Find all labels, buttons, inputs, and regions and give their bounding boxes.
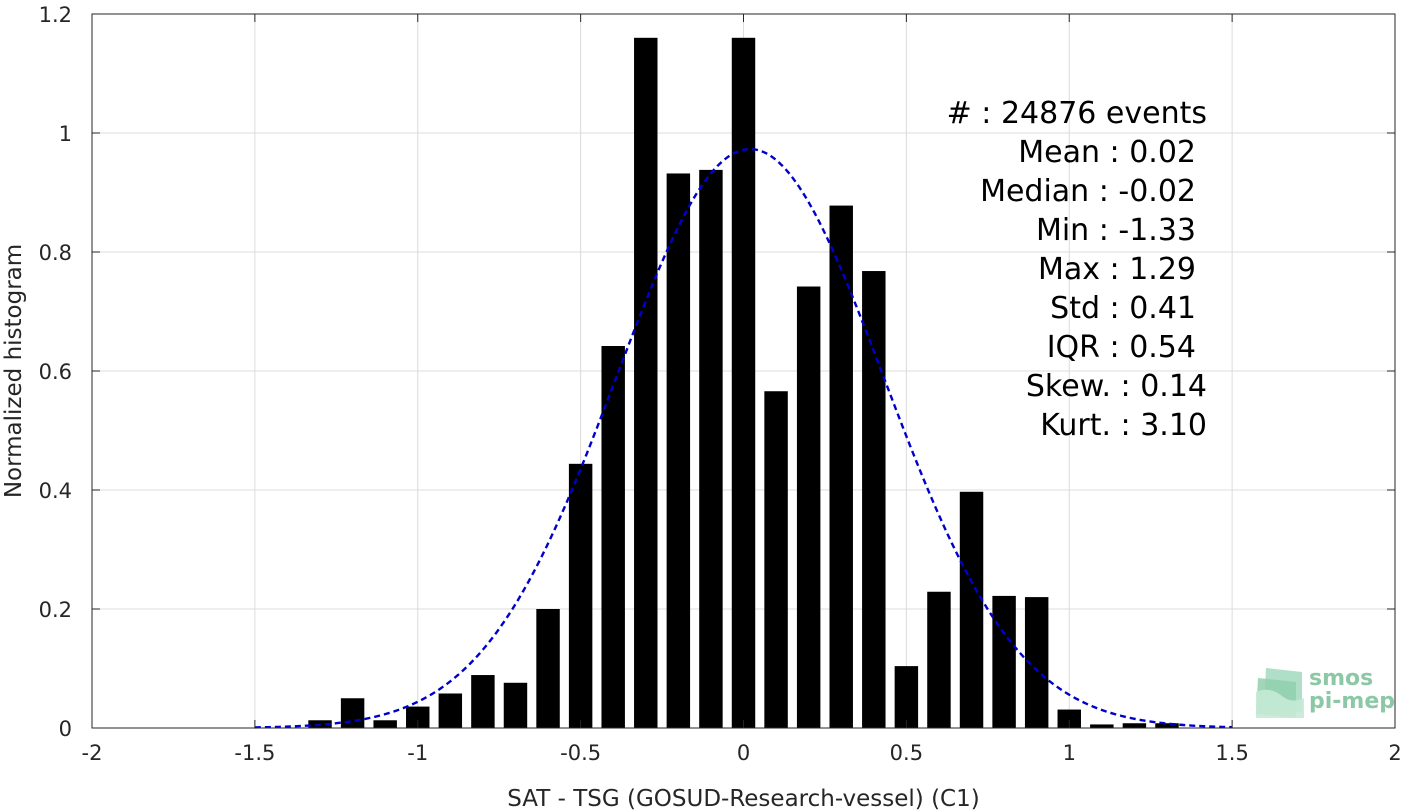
x-tick-label: 0.5	[890, 741, 923, 765]
x-axis-label: SAT - TSG (GOSUD-Research-vessel) (C1)	[507, 786, 979, 811]
stat-min: Min : -1.33	[1036, 213, 1196, 248]
x-tick-label: 0	[737, 741, 750, 765]
histogram-bar	[406, 706, 430, 728]
histogram-bar	[927, 591, 951, 728]
x-tick-label: 2	[1388, 741, 1401, 765]
stat-max: Max : 1.29	[1038, 252, 1196, 287]
x-tick-labels: -2 -1.5 -1 -0.5 0 0.5 1 1.5 2	[82, 741, 1402, 765]
histogram-bar	[1155, 723, 1179, 728]
histogram-bar	[601, 346, 625, 728]
histogram-bar	[1122, 723, 1147, 728]
x-tick-label: 1	[1063, 741, 1076, 765]
y-tick-label: 0.2	[39, 598, 72, 622]
histogram-bar	[1090, 724, 1114, 728]
y-tick-label: 0	[59, 717, 72, 741]
histogram-bars	[308, 37, 1179, 729]
histogram-bar	[438, 693, 463, 728]
logo-text-smos: smos	[1309, 666, 1373, 691]
histogram-bar	[959, 491, 984, 728]
y-tick-label: 1	[59, 122, 72, 146]
histogram-bar	[536, 609, 560, 728]
histogram-bar	[894, 666, 919, 728]
histogram-bar	[568, 463, 593, 728]
histogram-bar	[862, 271, 886, 728]
logo-text-pi-mep: pi-mep	[1309, 689, 1395, 714]
statistics-annotation: # : 24876 events Mean : 0.02 Median : -0…	[947, 96, 1207, 443]
histogram-bar	[503, 682, 528, 728]
logo-mark-icon	[1256, 668, 1304, 718]
y-tick-label: 0.8	[39, 241, 72, 265]
x-tick-label: 1.5	[1215, 741, 1248, 765]
x-tick-label: -1.5	[234, 741, 275, 765]
gaussian-fit-curve	[254, 147, 1233, 729]
smos-pi-mep-logo: smos pi-mep	[1256, 666, 1395, 718]
stat-events: # : 24876 events	[947, 96, 1207, 131]
stat-mean: Mean : 0.02	[1018, 135, 1196, 170]
histogram-bar	[471, 675, 495, 728]
histogram-bar	[992, 595, 1016, 728]
histogram-bar	[829, 205, 853, 729]
y-tick-label: 0.6	[39, 360, 72, 384]
axis-ticks	[91, 13, 1396, 729]
y-axis-label: Normalized histogram	[1, 244, 27, 498]
histogram-bar	[666, 173, 691, 728]
x-tick-label: -2	[82, 741, 103, 765]
histogram-bar	[373, 720, 397, 728]
stat-median: Median : -0.02	[980, 174, 1196, 209]
histogram-bar	[340, 698, 365, 728]
histogram-bar	[1057, 709, 1081, 728]
y-tick-labels: 0 0.2 0.4 0.6 0.8 1 1.2	[39, 3, 72, 741]
stat-std: Std : 0.41	[1050, 291, 1196, 326]
y-tick-label: 0.4	[39, 479, 72, 503]
y-tick-label: 1.2	[39, 3, 72, 27]
histogram-bar	[764, 391, 788, 728]
histogram-bar	[796, 286, 821, 728]
histogram-bar	[731, 37, 756, 729]
histogram-bar	[699, 169, 723, 728]
stat-kurt: Kurt. : 3.10	[1040, 408, 1207, 443]
histogram-bar	[1024, 597, 1049, 728]
x-tick-label: -1	[407, 741, 428, 765]
stat-skew: Skew. : 0.14	[1026, 369, 1207, 404]
stat-iqr: IQR : 0.54	[1047, 330, 1196, 365]
x-tick-label: -0.5	[560, 741, 601, 765]
histogram-bar	[634, 37, 658, 729]
